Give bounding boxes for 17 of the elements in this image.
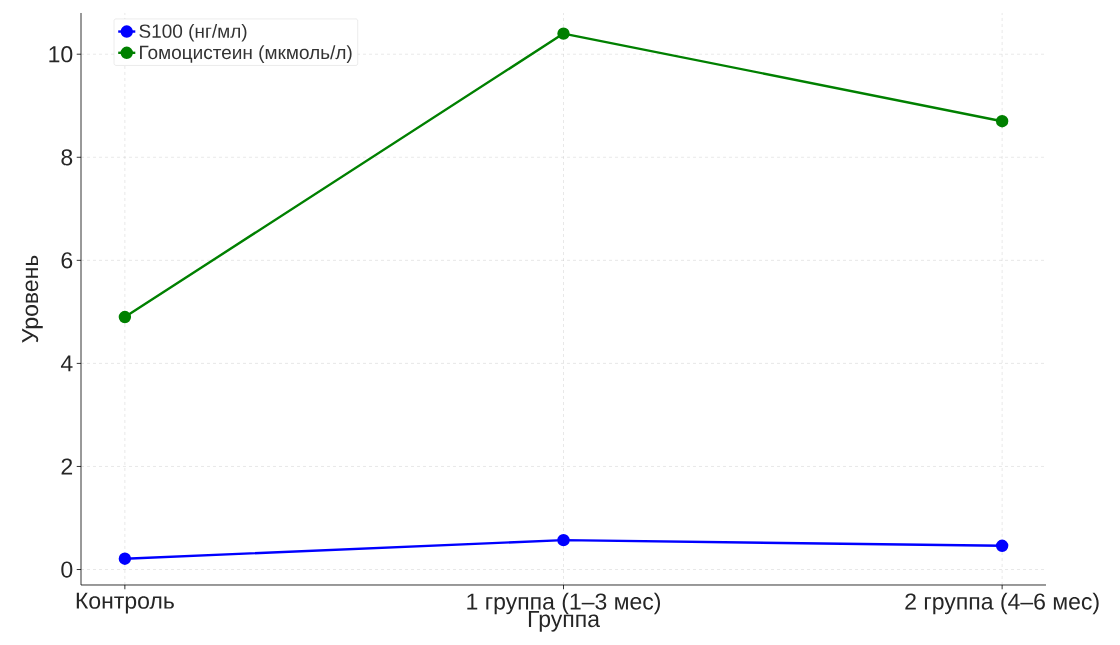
y-tick-label: 10 — [49, 46, 73, 63]
point — [995, 115, 1009, 128]
legend-label: S100 (нг/мл) — [139, 23, 247, 42]
y-tick-label: 8 — [61, 149, 73, 166]
y-tick-label: 0 — [61, 561, 73, 578]
y-tick-label: 2 — [61, 458, 73, 475]
legend-label: Гомоцистеин (мкмоль/л) — [140, 45, 352, 63]
point — [118, 310, 132, 324]
x-tick-label: 2 группа (4–6 мес) — [905, 592, 1099, 615]
x-tick-label: Контроль — [76, 592, 174, 614]
point — [118, 552, 132, 565]
y-axis-title: Уровень — [22, 255, 43, 343]
point — [557, 533, 570, 547]
y-tick-label: 6 — [61, 252, 73, 269]
point — [557, 27, 570, 40]
point — [995, 539, 1009, 553]
y-tick-label: 4 — [60, 355, 73, 372]
